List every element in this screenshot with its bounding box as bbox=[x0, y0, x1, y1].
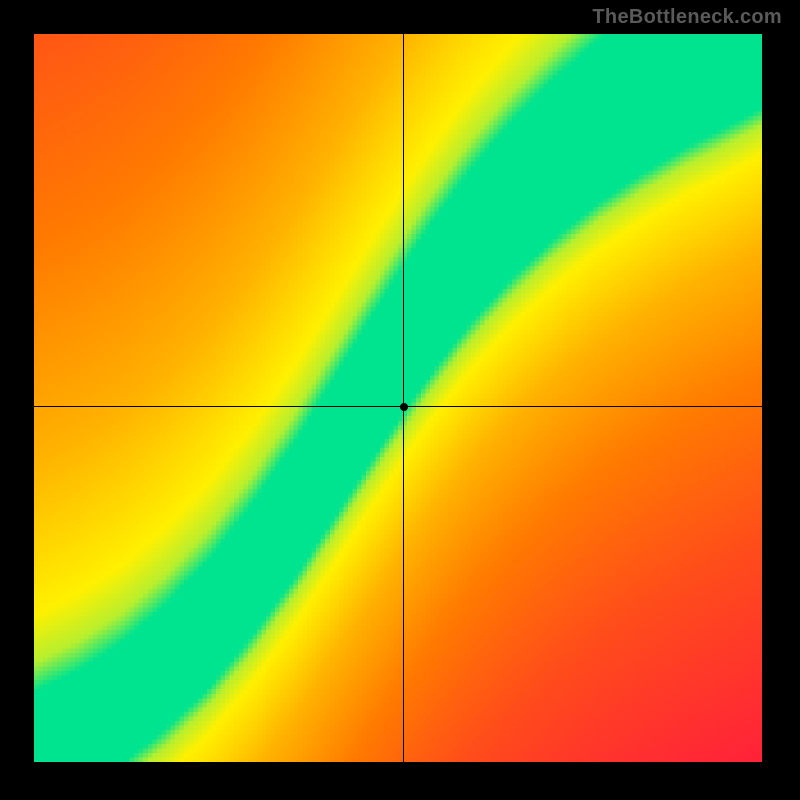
crosshair-horizontal bbox=[34, 406, 762, 407]
frame-border-bottom bbox=[0, 762, 800, 800]
frame-border-left bbox=[0, 0, 34, 800]
crosshair-point bbox=[400, 403, 408, 411]
watermark-text: TheBottleneck.com bbox=[592, 6, 782, 29]
frame-border-right bbox=[762, 0, 800, 800]
crosshair-vertical bbox=[403, 34, 404, 762]
heatmap-plot bbox=[34, 34, 762, 762]
heatmap-canvas bbox=[34, 34, 762, 762]
